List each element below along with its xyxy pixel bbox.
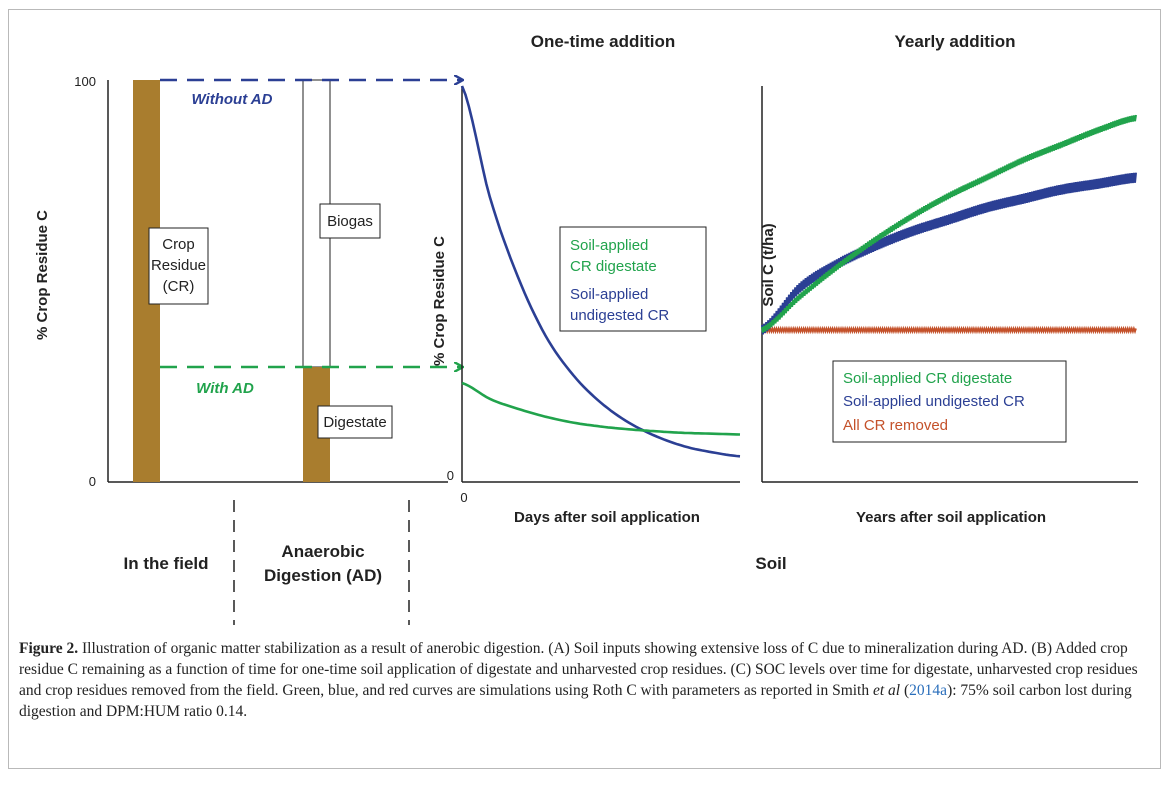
caption-text-1: Illustration of organic matter stabiliza… — [19, 640, 1138, 699]
panel-b-digestate-curve — [461, 381, 741, 436]
crop-residue-label-1: Crop — [162, 236, 195, 253]
panel-a: % Crop Residue C 100 0 Crop Residue (CR)… — [34, 74, 462, 625]
figure-graphic: % Crop Residue C 100 0 Crop Residue (CR)… — [34, 32, 1138, 625]
panel-b-legend-digestate-1: Soil-applied — [570, 237, 648, 254]
panel-b-x-axis-label: Days after soil application — [514, 509, 700, 526]
section-soil-label: Soil — [755, 554, 786, 573]
panel-c-x-axis-label: Years after soil application — [856, 509, 1046, 526]
biogas-label: Biogas — [327, 213, 373, 230]
panel-c-legend-removed: All CR removed — [843, 417, 948, 434]
panel-a-y-tick-100: 100 — [74, 74, 96, 89]
section-ad-label-1: Anaerobic — [281, 542, 364, 561]
digestate-label: Digestate — [323, 414, 386, 431]
panel-b-legend — [559, 226, 707, 332]
crop-residue-label-2: Residue — [151, 257, 206, 274]
panel-b-title: One-time addition — [531, 32, 676, 51]
crop-residue-label-3: (CR) — [163, 278, 195, 295]
biogas-box — [319, 203, 381, 239]
caption-label: Figure 2. — [19, 640, 79, 657]
panel-b-y-axis-label: % Crop Residue C — [431, 236, 448, 366]
panel-c-digestate-curve — [761, 114, 1137, 333]
section-field-label: In the field — [124, 554, 209, 573]
crop-residue-box — [148, 227, 209, 305]
panel-b-legend-undigested-2: undigested CR — [570, 307, 669, 324]
panel-b-legend-digestate-2: CR digestate — [570, 258, 657, 275]
caption-reference-link[interactable]: 2014a — [909, 682, 948, 699]
panel-c-y-axis-label: Soil C (t/ha) — [760, 223, 777, 306]
panel-c-legend-undigested: Soil-applied undigested CR — [843, 393, 1025, 410]
figure-caption: Figure 2. Illustration of organic matter… — [19, 638, 1144, 722]
caption-paren: ( — [900, 682, 910, 699]
panel-a-y-axis-label: % Crop Residue C — [34, 210, 51, 340]
panel-c: Yearly addition Soil C (t/ha) Soil-appli… — [760, 32, 1138, 526]
digestate-box — [317, 405, 393, 439]
panel-a-y-tick-0: 0 — [89, 474, 96, 489]
panel-b: One-time addition % Crop Residue C 0 0 S… — [431, 32, 741, 526]
panel-c-legend-digestate: Soil-applied CR digestate — [843, 370, 1012, 387]
panel-b-legend-undigested-1: Soil-applied — [570, 286, 648, 303]
panel-c-removed-curve — [761, 325, 1137, 335]
panel-c-title: Yearly addition — [895, 32, 1016, 51]
panel-c-undigested-curve — [761, 172, 1137, 335]
panel-b-y-tick-0: 0 — [447, 468, 454, 483]
panel-b-x-tick-0: 0 — [460, 490, 467, 505]
caption-etal: et al — [873, 682, 901, 699]
panel-c-legend — [832, 360, 1067, 443]
section-ad-label-2: Digestion (AD) — [264, 566, 382, 585]
with-ad-label: With AD — [196, 380, 254, 397]
caption-text-2: ): 75% soil carbon lost during digestion… — [19, 682, 1132, 720]
panel-b-undigested-curve — [460, 85, 741, 458]
without-ad-label: Without AD — [192, 91, 273, 108]
